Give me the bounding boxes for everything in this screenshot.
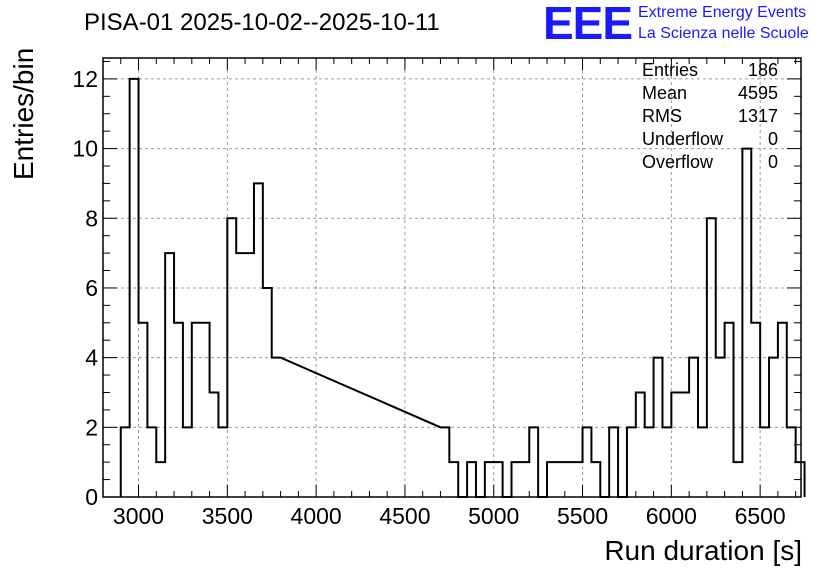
histogram-bin — [245, 253, 254, 497]
y-tick-label: 6 — [85, 275, 98, 301]
x-tick-label: 4500 — [379, 503, 430, 529]
x-tick-label: 6000 — [646, 503, 697, 529]
histogram-bin — [467, 462, 476, 497]
histogram-bin — [698, 427, 707, 497]
histogram-bin — [156, 462, 165, 497]
histogram-bin — [662, 427, 671, 497]
histogram-bin — [654, 358, 663, 497]
plot-frame — [102, 57, 802, 498]
x-tick-label: 4000 — [291, 503, 342, 529]
stat-label-rms: RMS — [642, 106, 682, 126]
histogram-bin — [680, 392, 689, 497]
stat-value-entries: 186 — [747, 60, 778, 80]
histogram-bin — [734, 462, 743, 497]
histogram-bin — [130, 79, 139, 497]
histogram-bin — [725, 323, 734, 497]
histogram-bin — [263, 288, 272, 497]
histogram-bin — [627, 427, 636, 497]
histogram-bin — [254, 183, 263, 497]
histogram-bin — [449, 462, 458, 497]
histogram-bin — [147, 427, 156, 497]
histogram-bin — [636, 392, 645, 497]
stat-label-mean: Mean — [642, 83, 688, 103]
histogram-bin — [645, 427, 654, 497]
stat-value-rms: 1317 — [737, 106, 778, 126]
histogram-bin — [583, 427, 592, 497]
histogram-bin — [565, 462, 574, 497]
stat-value-mean: 4595 — [737, 83, 778, 103]
y-tick-label: 10 — [72, 136, 98, 162]
eee-logo: EEE — [543, 0, 633, 49]
histogram-bin — [511, 462, 520, 497]
histogram-bin — [440, 427, 449, 497]
y-axis-label: Entries/bin — [8, 47, 39, 180]
histogram-bin — [121, 427, 130, 497]
histogram-bin — [796, 462, 805, 497]
y-tick-label: 2 — [85, 414, 98, 440]
histogram-bin — [787, 427, 796, 497]
histogram-bin — [742, 149, 751, 497]
x-tick-label: 3000 — [113, 503, 164, 529]
histogram-bin — [272, 358, 281, 497]
brand-line-2: La Scienza nelle Scuole — [638, 25, 809, 42]
histogram-bin — [210, 392, 219, 497]
y-tick-label: 8 — [85, 205, 98, 231]
histogram-bin — [494, 462, 503, 497]
histogram-bin — [760, 427, 769, 497]
y-tick-label: 0 — [85, 484, 98, 510]
y-tick-label: 4 — [85, 345, 98, 371]
stat-label-entries: Entries — [642, 60, 699, 80]
x-tick-label: 5500 — [557, 503, 608, 529]
histogram-bin — [556, 462, 565, 497]
histogram-bin — [139, 323, 148, 497]
histogram-bin — [201, 323, 210, 497]
histogram-bin — [689, 358, 698, 497]
histogram-bin — [218, 427, 227, 497]
x-tick-label: 5000 — [468, 503, 519, 529]
stat-label-underflow: Underflow — [642, 129, 724, 149]
histogram-bin — [751, 323, 760, 497]
histogram-bin — [716, 358, 725, 497]
histogram-bin — [192, 323, 201, 497]
histogram-bin — [183, 427, 192, 497]
histogram-bin — [165, 253, 174, 497]
histogram-bin — [778, 323, 787, 497]
stat-value-overflow: 0 — [767, 152, 778, 172]
histogram-bin — [227, 218, 236, 497]
stat-value-underflow: 0 — [767, 129, 778, 149]
x-tick-label: 6500 — [735, 503, 786, 529]
x-axis-label: Run duration [s] — [604, 535, 802, 566]
histogram-bin — [174, 323, 183, 497]
histogram-bin — [707, 218, 716, 497]
histogram-bin — [591, 462, 600, 497]
histogram-bin — [574, 462, 583, 497]
histogram-bin — [236, 253, 245, 497]
histogram-bin — [609, 427, 618, 497]
brand-line-1: Extreme Energy Events — [638, 4, 807, 21]
stat-label-overflow: Overflow — [642, 152, 714, 172]
chart-title: PISA-01 2025-10-02--2025-10-11 — [84, 9, 440, 36]
histogram-bin — [769, 358, 778, 497]
y-tick-label: 12 — [72, 66, 98, 92]
histogram-bin — [547, 462, 556, 497]
histogram-bin — [671, 392, 680, 497]
x-tick-label: 3500 — [202, 503, 253, 529]
histogram-bin — [485, 462, 494, 497]
histogram-bin — [529, 427, 538, 497]
histogram-bin — [520, 462, 529, 497]
